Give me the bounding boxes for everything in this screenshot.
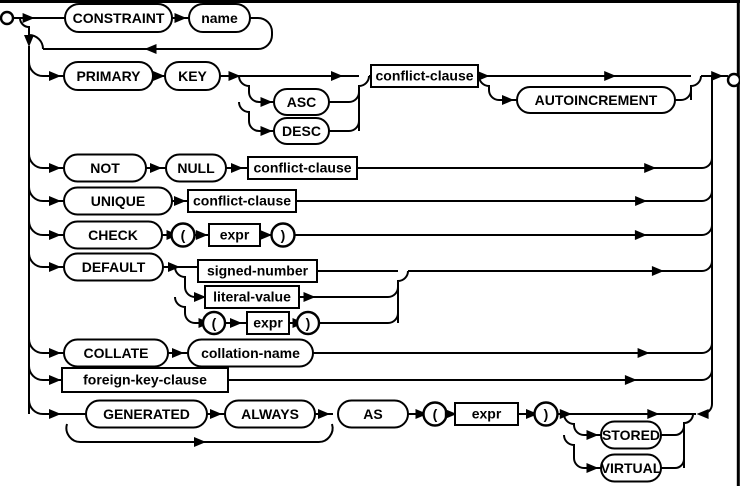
- svg-text:KEY: KEY: [178, 68, 207, 84]
- svg-text:(: (: [212, 315, 217, 331]
- svg-text:CONSTRAINT: CONSTRAINT: [73, 10, 165, 26]
- svg-text:literal-value: literal-value: [213, 289, 291, 305]
- svg-text:(: (: [433, 406, 438, 422]
- svg-text:collation-name: collation-name: [201, 345, 300, 361]
- svg-text:conflict-clause: conflict-clause: [375, 68, 473, 84]
- svg-text:GENERATED: GENERATED: [103, 406, 190, 422]
- svg-text:COLLATE: COLLATE: [83, 345, 148, 361]
- svg-text:AUTOINCREMENT: AUTOINCREMENT: [535, 92, 658, 108]
- svg-text:name: name: [201, 10, 238, 26]
- svg-text:AS: AS: [363, 406, 382, 422]
- svg-text:ALWAYS: ALWAYS: [241, 406, 299, 422]
- svg-text:expr: expr: [472, 406, 502, 422]
- svg-text:expr: expr: [253, 315, 283, 331]
- svg-text:signed-number: signed-number: [207, 263, 309, 279]
- svg-text:(: (: [181, 227, 186, 243]
- svg-text:expr: expr: [220, 227, 250, 243]
- svg-text:NULL: NULL: [177, 160, 215, 176]
- svg-text:PRIMARY: PRIMARY: [76, 68, 141, 84]
- svg-text:CHECK: CHECK: [88, 227, 138, 243]
- svg-text:conflict-clause: conflict-clause: [193, 193, 291, 209]
- svg-text:conflict-clause: conflict-clause: [253, 160, 351, 176]
- svg-text:ASC: ASC: [287, 94, 317, 110]
- svg-text:): ): [544, 406, 549, 422]
- svg-text:): ): [281, 227, 286, 243]
- svg-text:UNIQUE: UNIQUE: [91, 193, 145, 209]
- svg-text:STORED: STORED: [602, 427, 660, 443]
- svg-text:DESC: DESC: [282, 123, 321, 139]
- svg-text:): ): [306, 315, 311, 331]
- svg-text:NOT: NOT: [90, 160, 120, 176]
- svg-text:VIRTUAL: VIRTUAL: [601, 460, 662, 476]
- svg-text:DEFAULT: DEFAULT: [82, 259, 146, 275]
- svg-text:foreign-key-clause: foreign-key-clause: [83, 372, 207, 388]
